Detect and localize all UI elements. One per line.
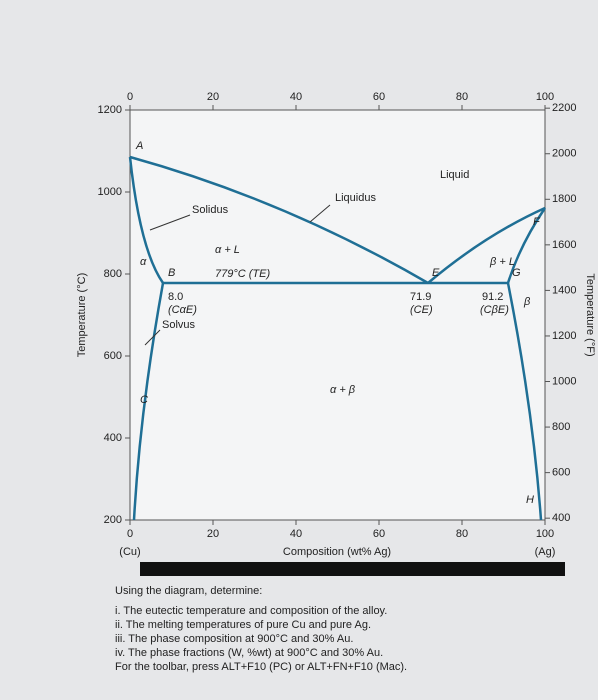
point-label: F <box>533 216 541 228</box>
y2-tick-label: 400 <box>552 512 570 524</box>
y2-tick-label: 2000 <box>552 148 576 160</box>
x-tick-label: 20 <box>207 528 219 540</box>
x-left-label: (Cu) <box>119 546 140 558</box>
x-tick-label: 80 <box>456 91 468 103</box>
y2-tick-label: 1000 <box>552 375 576 387</box>
point-label: H <box>526 494 534 506</box>
question-item: iv. The phase fractions (W, %wt) at 900°… <box>115 647 384 659</box>
composition-value: 91.2 <box>482 291 503 303</box>
question-item: i. The eutectic temperature and composit… <box>115 605 388 617</box>
y-tick-label: 1000 <box>98 186 122 198</box>
composition-value: 8.0 <box>168 291 183 303</box>
curve-label: Liquidus <box>335 192 376 204</box>
y-tick-label: 400 <box>104 432 122 444</box>
eutectic-label: 779°C (TE) <box>215 268 270 280</box>
point-label: C <box>140 394 148 406</box>
y-tick-label: 600 <box>104 350 122 362</box>
x-tick-label: 40 <box>290 91 302 103</box>
x-tick-label: 100 <box>536 528 554 540</box>
y-tick-label: 800 <box>104 268 122 280</box>
region-label: α + L <box>215 244 240 256</box>
point-label: E <box>432 267 440 279</box>
x-tick-label: 40 <box>290 528 302 540</box>
composition-name: (CαE) <box>168 304 197 316</box>
y2-tick-label: 1400 <box>552 284 576 296</box>
y2-axis-label: Temperature (°F) <box>584 273 596 356</box>
solidus-curve <box>128 156 165 284</box>
y2-tick-label: 1200 <box>552 330 576 342</box>
x-tick-label: 0 <box>127 528 133 540</box>
question-item: ii. The melting temperatures of pure Cu … <box>115 619 371 631</box>
question-intro: Using the diagram, determine: <box>115 585 263 597</box>
liquidus-curve <box>129 155 429 285</box>
x-tick-label: 100 <box>536 91 554 103</box>
curve-label: Solvus <box>162 319 196 331</box>
region-label: α + β <box>330 384 356 396</box>
x-tick-label: 80 <box>456 528 468 540</box>
region-label: α <box>140 256 147 268</box>
region-label: β <box>523 296 531 308</box>
composition-value: 71.9 <box>410 291 431 303</box>
x-tick-label: 60 <box>373 528 385 540</box>
region-label: Liquid <box>440 169 469 181</box>
liquidus-curve <box>427 206 546 284</box>
y2-tick-label: 2200 <box>552 102 576 114</box>
x-right-label: (Ag) <box>535 546 556 558</box>
composition-name: (CβE) <box>480 304 509 316</box>
questions: Using the diagram, determine: i. The eut… <box>115 584 585 674</box>
y-axis-label: Temperature (°C) <box>76 273 88 357</box>
pointer <box>309 204 331 223</box>
solidus-curve <box>506 207 547 284</box>
pointer <box>149 214 191 231</box>
pointer <box>144 329 161 346</box>
question-item: iii. The phase composition at 900°C and … <box>115 633 354 645</box>
composition-name: (CE) <box>410 304 433 316</box>
point-label: A <box>135 140 143 152</box>
y-tick-label: 200 <box>104 514 122 526</box>
x-axis-label: Composition (wt% Ag) <box>283 546 391 558</box>
y2-tick-label: 600 <box>552 467 570 479</box>
point-label: G <box>512 267 521 279</box>
toolbar-hint: For the toolbar, press ALT+F10 (PC) or A… <box>115 661 408 673</box>
solvus-curve <box>132 282 165 521</box>
x-tick-label: 60 <box>373 91 385 103</box>
point-label: B <box>168 267 175 279</box>
plot-frame <box>129 109 546 521</box>
y2-tick-label: 1600 <box>552 239 576 251</box>
y-tick-label: 1200 <box>98 104 122 116</box>
solvus-curve <box>506 282 543 521</box>
y2-tick-label: 800 <box>552 421 570 433</box>
curve-label: Solidus <box>192 204 229 216</box>
phase-diagram: Temperature (°C) Temperature (°F) Compos… <box>76 91 596 576</box>
x-tick-label: 20 <box>207 91 219 103</box>
x-tick-label: 0 <box>127 91 133 103</box>
region-label: β + L <box>489 256 515 268</box>
y2-tick-label: 1800 <box>552 193 576 205</box>
black-bar <box>140 562 565 576</box>
